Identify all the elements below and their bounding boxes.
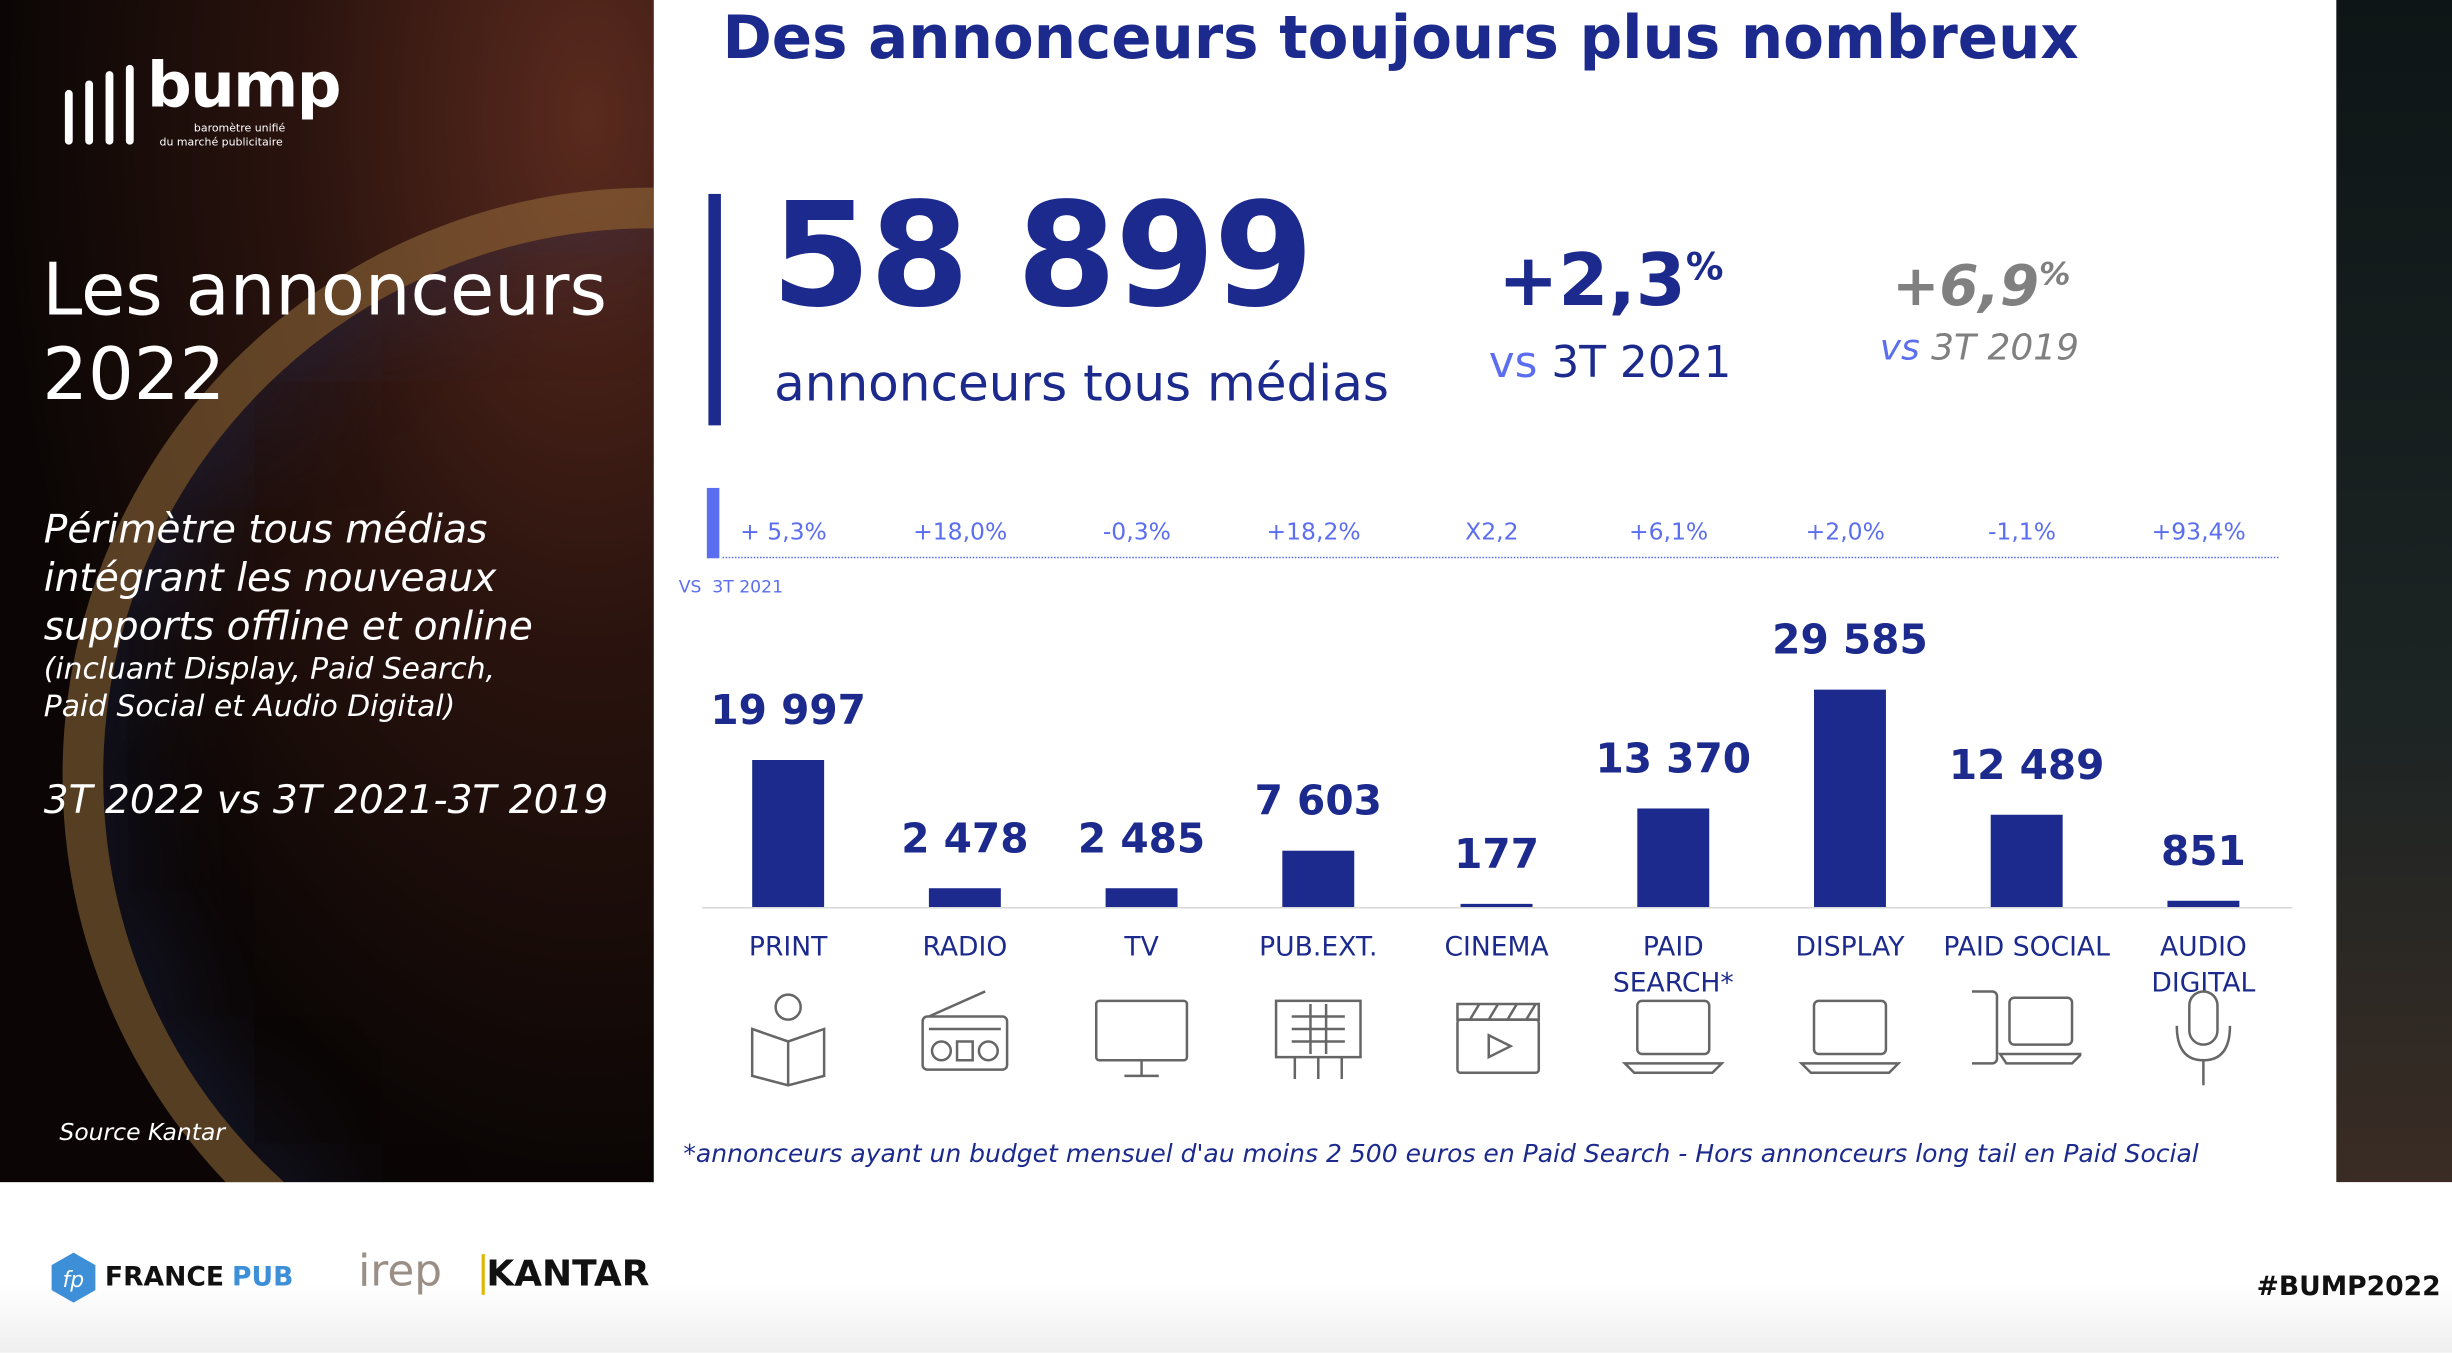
logo-tagline: du marché publicitaire [159, 136, 283, 149]
title-line: Les annonceurs [42, 247, 607, 332]
category-label: DISPLAY [1795, 932, 1905, 964]
bar-6 [1814, 689, 1886, 908]
period-label: 3T 2022 vs 3T 2021-3T 2019 [43, 777, 609, 823]
bar-8 [2167, 900, 2240, 907]
evolution-divider [722, 556, 2279, 559]
bar-7 [1990, 815, 2063, 907]
reader-icon [733, 982, 842, 1091]
category-label: AUDIO DIGITAL [2151, 932, 2256, 1000]
source-label: Source Kantar [59, 1118, 225, 1147]
category-label: CINEMA [1444, 932, 1549, 964]
tv-icon [1087, 982, 1196, 1091]
title-line: 2022 [42, 331, 226, 416]
category-label: PUB.EXT. [1259, 932, 1378, 964]
growth-unit: % [2039, 254, 2071, 293]
growth-value: +6,9 [1892, 254, 2040, 320]
footer: fp FRANCE PUB irep KANTAR #BUMP2022 [0, 1182, 2452, 1353]
scope-note: (incluant Display, Paid Search, [43, 652, 495, 687]
evolution-value: X2,2 [1465, 517, 1519, 546]
evolution-value: -1,1% [1987, 517, 2057, 546]
svg-text:fp: fp [63, 1268, 85, 1293]
vs-word: vs [1488, 336, 1538, 388]
evolution-value: +18,2% [1266, 517, 1361, 546]
right-image-strip [2336, 0, 2452, 1183]
growth-value: +2,3 [1498, 237, 1686, 323]
evolution-value: +93,4% [2151, 517, 2246, 546]
bump-bars-icon [64, 64, 134, 145]
vs-word: vs [1879, 328, 1920, 370]
evolution-value: +2,0% [1805, 517, 1885, 546]
footnote: *annonceurs ayant un budget mensuel d'au… [683, 1138, 2199, 1169]
vs-2021-label: vs 3T 2021 [1489, 336, 1732, 388]
total-advertisers-label: annonceurs tous médias [774, 353, 1389, 413]
total-advertisers: 58 899 [770, 172, 1314, 340]
evolution-value: + 5,3% [740, 517, 827, 546]
kpi-accent-bar [708, 193, 721, 426]
left-panel: bump baromètre unifié du marché publicit… [0, 0, 654, 1183]
bar-value-label: 2 485 [1077, 816, 1206, 864]
category-label: PAID SOCIAL [1943, 932, 2110, 964]
kantar-logo: KANTAR [481, 1254, 649, 1295]
francepub-hexagon-icon: fp [51, 1252, 96, 1303]
logo-tagline: baromètre unifié [193, 121, 286, 135]
page-title: Des annonceurs toujours plus nombreux [722, 3, 2079, 72]
chart-baseline [702, 907, 2293, 909]
logo-name: bump [146, 50, 342, 122]
bar-value-label: 177 [1454, 831, 1539, 879]
bar-value-label: 12 489 [1948, 743, 2105, 791]
scope-text: Périmètre tous médias intégrant les nouv… [44, 505, 533, 725]
francepub-text: PUB [232, 1261, 294, 1294]
bar-4 [1460, 903, 1533, 908]
vs-period: 3T 2021 [1551, 336, 1732, 388]
vs-2019-label: vs 3T 2019 [1880, 328, 2079, 369]
category-label: RADIO [922, 932, 1008, 964]
scope-line: supports offline et online [43, 603, 533, 649]
scope-line: intégrant les nouveaux [43, 555, 497, 601]
billboard-icon [1264, 982, 1373, 1091]
bar-value-label: 2 478 [901, 816, 1029, 864]
hashtag: #BUMP2022 [2256, 1271, 2441, 1303]
scope-line: Périmètre tous médias [43, 506, 488, 553]
radio-icon [910, 982, 1019, 1091]
category-label: TV [1124, 932, 1159, 964]
microphone-icon [2149, 982, 2258, 1091]
clapperboard-icon [1442, 982, 1551, 1091]
category-label: PAID SEARCH* [1612, 932, 1734, 1000]
evolution-accent-bar [706, 487, 720, 559]
bar-3 [1282, 851, 1355, 907]
bar-5 [1637, 808, 1710, 907]
laptop-icon [1795, 982, 1904, 1091]
francepub-logo: fp FRANCE PUB [50, 1251, 293, 1304]
francepub-text: FRANCE [104, 1261, 225, 1294]
phone-laptop-icon [1964, 982, 2085, 1091]
laptop-icon [1619, 982, 1728, 1091]
evolution-value: +6,1% [1628, 517, 1709, 546]
category-label: PRINT [748, 932, 828, 964]
growth-unit: % [1685, 245, 1724, 289]
bar-value-label: 7 603 [1254, 779, 1382, 827]
bar-value-label: 851 [2160, 828, 2246, 876]
evolution-value: +18,0% [913, 517, 1008, 546]
bar-1 [928, 888, 1001, 907]
bar-value-label: 13 370 [1595, 736, 1752, 784]
evolution-value: -0,3% [1102, 517, 1171, 546]
growth-2019: +6,9% [1892, 255, 2070, 319]
irep-logo: irep [358, 1244, 443, 1297]
growth-2021: +2,3% [1498, 238, 1723, 322]
section-title: Les annonceurs 2022 [42, 247, 607, 416]
bump-logo: bump baromètre unifié du marché publicit… [63, 50, 342, 155]
bar-value-label: 19 997 [710, 688, 866, 736]
scope-note: Paid Social et Audio Digital) [43, 689, 456, 725]
bar-0 [752, 760, 825, 907]
bar-2 [1105, 888, 1178, 907]
bar-value-label: 29 585 [1772, 617, 1928, 665]
evolution-label: VS 3T 2021 [678, 577, 784, 598]
vs-period: 3T 2019 [1931, 328, 2079, 370]
